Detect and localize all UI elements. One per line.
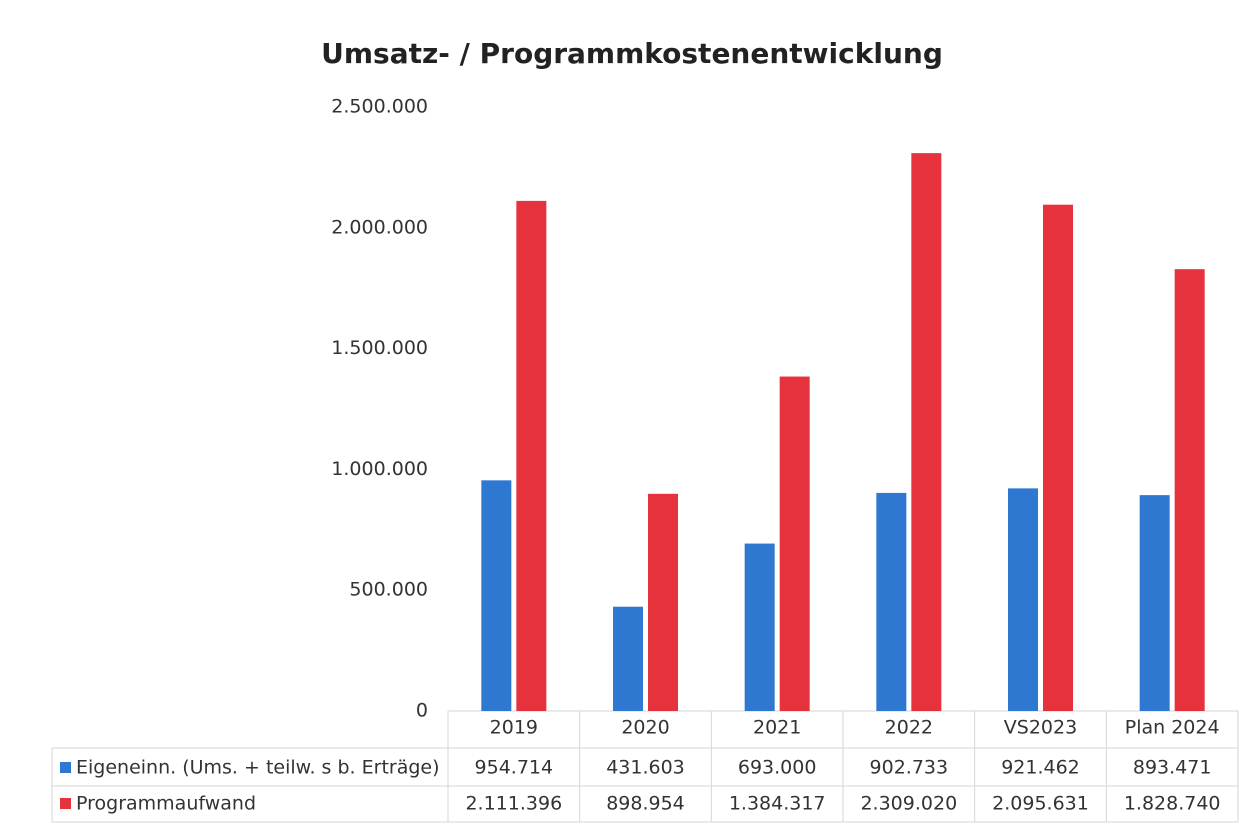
- x-tick-label: 2020: [621, 717, 669, 739]
- bar: [1008, 488, 1038, 711]
- y-tick-label: 500.000: [349, 579, 428, 601]
- chart-title: Umsatz- / Programmkostenentwicklung: [321, 37, 943, 70]
- x-tick-label: VS2023: [1004, 717, 1077, 739]
- bar: [1174, 269, 1205, 711]
- bar: [481, 480, 512, 711]
- legend-swatch: [60, 762, 71, 773]
- bar: [876, 492, 907, 711]
- legend-label: Programmaufwand: [76, 793, 256, 815]
- bar: [911, 153, 942, 712]
- y-tick-label: 0: [416, 700, 428, 722]
- table-value: 893.471: [1133, 757, 1212, 779]
- legend-swatch: [60, 798, 71, 809]
- table-value: 2.309.020: [860, 793, 957, 815]
- bar: [648, 493, 678, 711]
- table-value: 921.462: [1001, 757, 1080, 779]
- y-tick-label: 2.500.000: [331, 96, 428, 118]
- x-tick-label: 2019: [490, 717, 538, 739]
- table-value: 431.603: [606, 757, 685, 779]
- table-value: 1.828.740: [1124, 793, 1221, 815]
- bar: [1043, 204, 1073, 711]
- x-tick-label: 2022: [885, 717, 933, 739]
- y-tick-label: 1.000.000: [331, 458, 428, 480]
- x-tick-label: 2021: [753, 717, 801, 739]
- bar: [613, 606, 643, 711]
- bar: [779, 376, 810, 711]
- y-tick-label: 1.500.000: [331, 337, 428, 359]
- table-value: 2.111.396: [465, 793, 562, 815]
- table-value: 693.000: [738, 757, 817, 779]
- table-value: 1.384.317: [729, 793, 826, 815]
- table-value: 2.095.631: [992, 793, 1089, 815]
- x-tick-label: Plan 2024: [1125, 717, 1220, 739]
- table-value: 898.954: [606, 793, 685, 815]
- table-value: 954.714: [475, 757, 554, 779]
- bar: [744, 543, 775, 711]
- bar: [1139, 495, 1170, 711]
- table-value: 902.733: [870, 757, 949, 779]
- bar: [516, 200, 547, 712]
- y-tick-label: 2.000.000: [331, 216, 428, 238]
- legend-label: Eigeneinn. (Ums. + teilw. s b. Erträge): [76, 757, 440, 779]
